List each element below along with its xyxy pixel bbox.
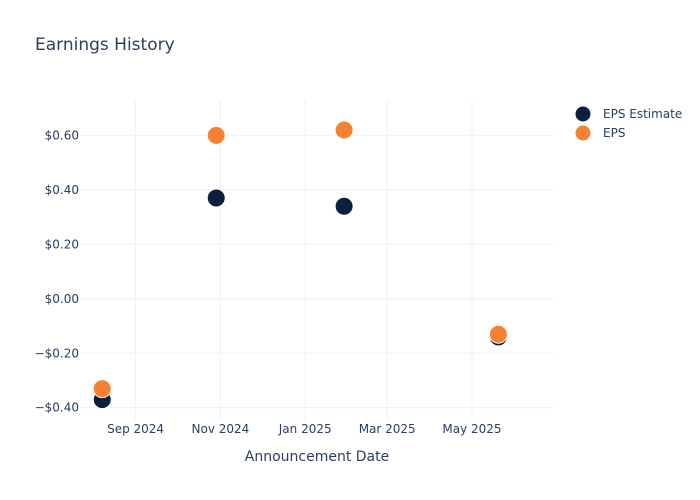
data-points — [92, 120, 508, 410]
x-tick-label: May 2025 — [442, 422, 501, 436]
legend[interactable]: EPS Estimate EPS — [574, 105, 682, 142]
grid-lines — [80, 100, 554, 420]
data-point[interactable] — [206, 188, 226, 208]
x-tick-label: Jan 2025 — [278, 422, 332, 436]
legend-label: EPS Estimate — [603, 107, 682, 121]
x-axis-ticks: Sep 2024 Nov 2024 Jan 2025 Mar 2025 May 2025 — [107, 422, 501, 436]
data-point[interactable] — [334, 120, 354, 140]
series-eps — [92, 120, 508, 399]
x-tick-label: Mar 2025 — [359, 422, 416, 436]
y-axis-ticks: $0.60 $0.40 $0.20 $0.00 −$0.20 −$0.40 — [35, 128, 79, 414]
x-tick-label: Sep 2024 — [107, 422, 164, 436]
y-tick-label: $0.40 — [45, 183, 79, 197]
chart-title: Earnings History — [35, 35, 175, 55]
y-tick-label: −$0.40 — [35, 401, 79, 415]
y-tick-label: $0.00 — [45, 292, 79, 306]
x-tick-label: Nov 2024 — [192, 422, 250, 436]
legend-item[interactable]: EPS — [574, 124, 625, 142]
legend-marker — [574, 124, 592, 142]
data-point[interactable] — [92, 379, 112, 399]
legend-marker — [574, 105, 592, 123]
data-point[interactable] — [206, 125, 226, 145]
y-tick-label: −$0.20 — [35, 346, 79, 360]
legend-label: EPS — [603, 126, 625, 140]
y-tick-label: $0.60 — [45, 128, 79, 142]
data-point[interactable] — [334, 196, 354, 216]
legend-item[interactable]: EPS Estimate — [574, 105, 682, 123]
x-axis-title: Announcement Date — [245, 449, 389, 465]
data-point[interactable] — [488, 324, 508, 344]
y-tick-label: $0.20 — [45, 237, 79, 251]
